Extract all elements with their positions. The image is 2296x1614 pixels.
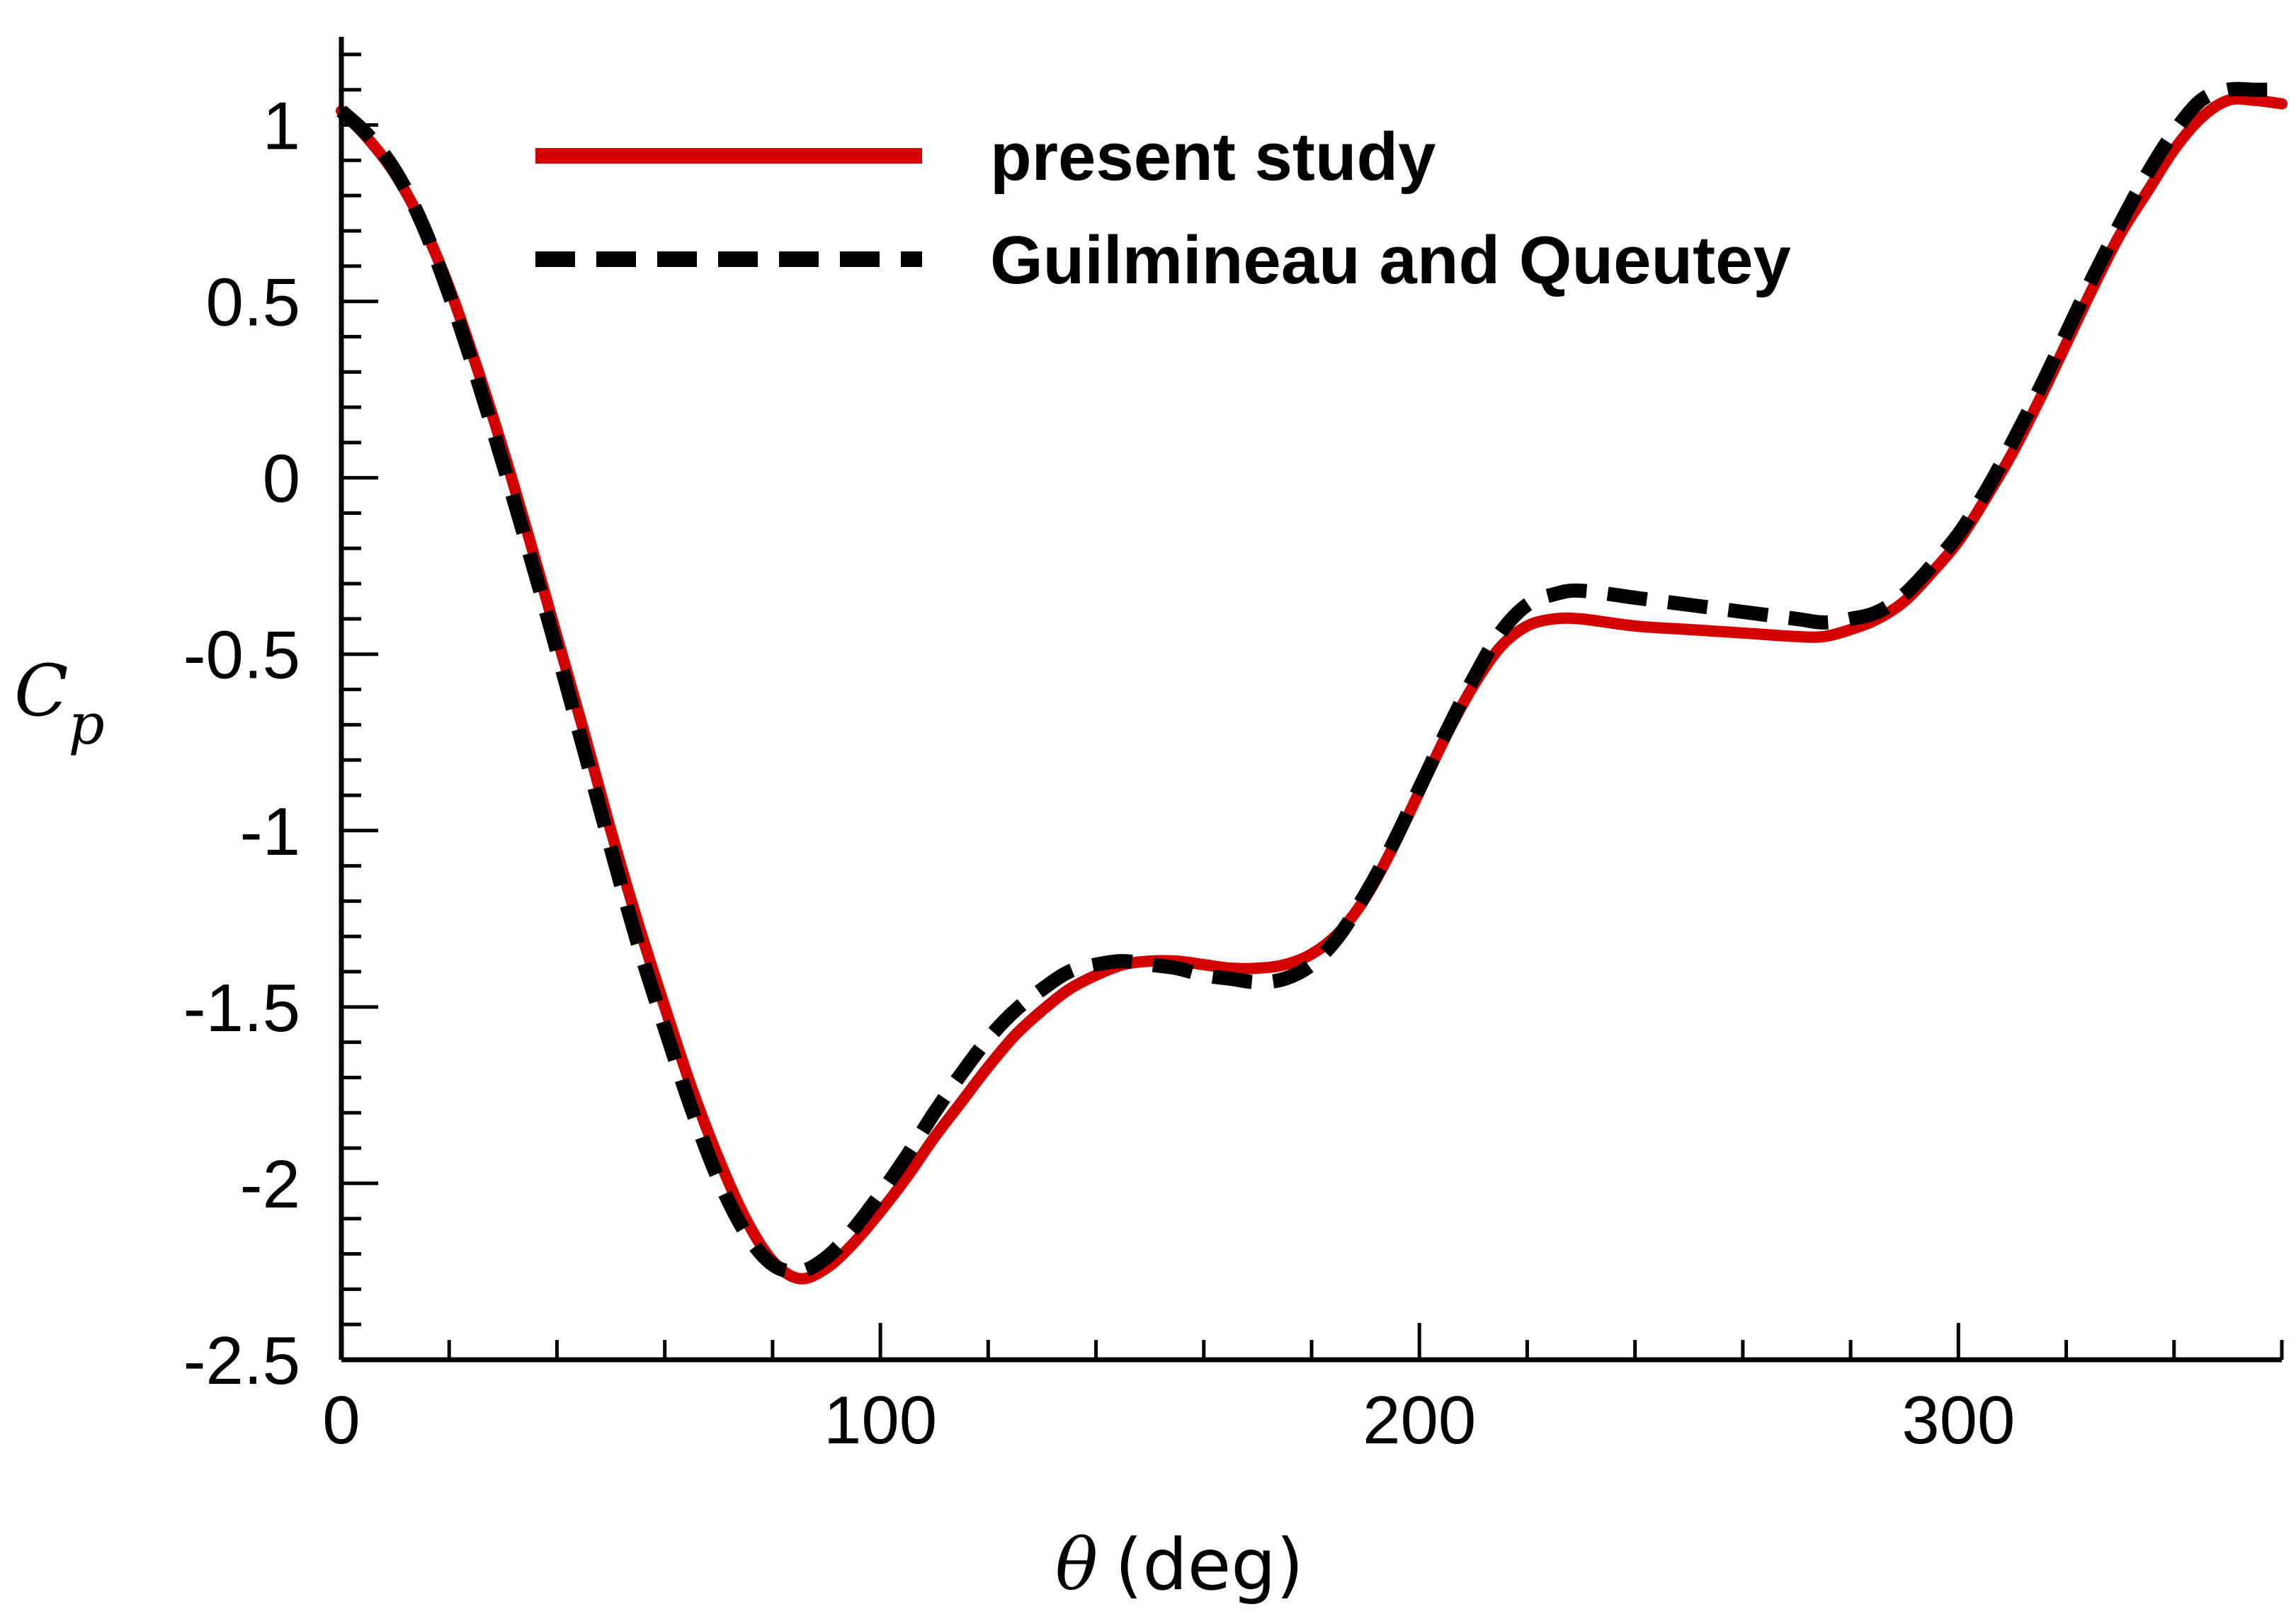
x-tick-label: 100 [824, 1382, 937, 1458]
y-tick-label: 0 [263, 441, 300, 517]
y-tick-label: 0.5 [206, 265, 300, 341]
y-axis-title-subscript: p [69, 691, 105, 757]
series-layer [336, 81, 2288, 1285]
legend-label-guilmineau-queutey: Guilmineau and Queutey [990, 222, 1791, 298]
legend-label-present-study: present study [990, 119, 1436, 195]
x-tick-label: 0 [322, 1382, 360, 1458]
series-line-guilmineau-queutey [336, 81, 2282, 1279]
y-axis-title: Cp [14, 649, 105, 757]
y-tick-label: -2.5 [183, 1323, 300, 1399]
y-tick-label: -0.5 [183, 618, 300, 693]
x-tick-label: 200 [1363, 1382, 1476, 1458]
y-tick-label: -1.5 [183, 970, 300, 1046]
y-tick-label: -1 [240, 794, 300, 870]
x-axis-title-symbol: θ [1055, 1523, 1098, 1606]
y-axis-title-base: C [14, 649, 69, 732]
y-tick-label: 1 [263, 89, 300, 164]
legend: present study Guilmineau and Queutey [535, 119, 1791, 298]
x-axis-title-unit: (deg) [1115, 1523, 1304, 1606]
x-axis-title: θ (deg) [1055, 1523, 1304, 1606]
x-tick-label: 300 [1902, 1382, 2015, 1458]
y-tick-label: -2 [240, 1147, 300, 1222]
axis-tick-labels: 0 100 200 300 1 0.5 0 -0.5 -1 -1.5 -2 -2.5 [183, 89, 2016, 1458]
